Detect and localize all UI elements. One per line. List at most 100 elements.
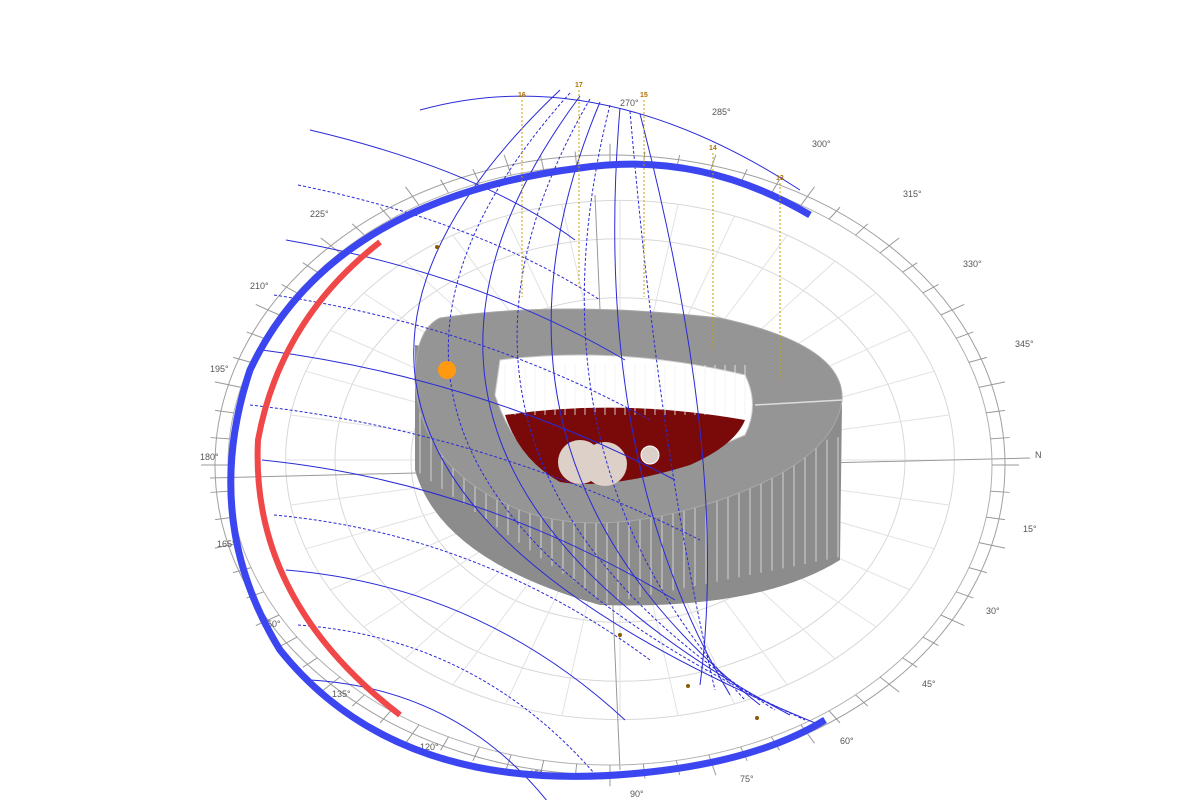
compass-label: 285° [712, 107, 731, 117]
compass-tick [990, 490, 1010, 493]
compass-tick [828, 710, 841, 724]
hour-line [261, 459, 676, 601]
compass-label: 210° [250, 281, 269, 291]
compass-label: 300° [812, 139, 831, 149]
building-model [414, 308, 843, 606]
compass-tick [968, 567, 987, 574]
hour-markers: 16 17 15 14 13 [435, 82, 784, 720]
compass-tick [351, 694, 365, 707]
compass-tick [210, 437, 230, 440]
hour-line [309, 129, 576, 241]
compass-label: 270° [620, 98, 639, 108]
compass-tick [828, 206, 841, 220]
compass-label: 75° [740, 774, 754, 784]
compass-tick [574, 151, 578, 167]
summer-solstice-arc [227, 160, 827, 780]
compass-tick [246, 331, 264, 339]
compass-label: 45° [922, 679, 936, 689]
sun-path-line [639, 113, 708, 686]
compass-tick [956, 591, 974, 599]
compass-tick [978, 381, 1006, 388]
compass-label: 330° [963, 259, 982, 269]
hour-label: 14 [709, 145, 717, 152]
compass-tick [940, 614, 965, 627]
hour-label: 17 [575, 82, 583, 89]
compass-tick [922, 636, 939, 647]
hour-label: 16 [518, 92, 526, 99]
compass-tick [940, 303, 965, 316]
sun-path-line [482, 95, 791, 716]
sun-position-icon [438, 361, 456, 379]
compass-tick [879, 237, 900, 254]
compass-tick [215, 409, 234, 414]
hour-line [273, 514, 651, 661]
compass-tick [351, 223, 365, 236]
hour-marker [435, 245, 439, 249]
hour-line [285, 569, 626, 721]
compass-label: 15° [1023, 524, 1037, 534]
sun-path-line [413, 89, 821, 726]
compass-tick [771, 179, 780, 194]
compass-label: 225° [310, 209, 329, 219]
compass-tick [405, 186, 420, 206]
compass-tick [302, 262, 318, 273]
compass-label: N [1035, 450, 1042, 460]
hour-label: 15 [640, 92, 648, 99]
hour-line [309, 679, 547, 800]
hour-marker [686, 684, 690, 688]
sun-path-line [629, 110, 716, 691]
compass-tick [986, 516, 1005, 521]
compass-tick [405, 724, 420, 744]
compass-tick [922, 283, 939, 294]
compass-tick [379, 206, 392, 220]
compass-label: 345° [1015, 339, 1034, 349]
compass-label: 165° [217, 539, 236, 549]
hour-line [249, 404, 701, 541]
sun-path-line [447, 92, 806, 721]
compass-tick [440, 736, 449, 751]
hour-label: 13 [776, 175, 784, 182]
compass-tick [255, 614, 280, 627]
compass-tick [539, 154, 545, 170]
compass-label: 135° [332, 689, 351, 699]
compass-label: 90° [630, 789, 644, 799]
compass-tick [800, 724, 815, 744]
hour-line [261, 349, 676, 481]
compass-tick [255, 303, 280, 316]
winter-solstice-arc [254, 239, 402, 718]
compass-tick [956, 331, 974, 339]
sun-path-line [516, 98, 776, 711]
hour-marker [618, 633, 622, 637]
sun-path-line [419, 95, 801, 191]
compass-tick [320, 237, 341, 254]
compass-label: 60° [840, 736, 854, 746]
compass-tick [472, 746, 480, 762]
compass-tick [233, 356, 252, 363]
compass-tick [440, 179, 449, 194]
compass-tick [302, 657, 318, 668]
compass-label: 150° [262, 619, 281, 629]
sun-path-line [550, 101, 761, 706]
hour-marker [755, 716, 759, 720]
compass-tick [320, 676, 341, 693]
compass-tick [879, 676, 900, 693]
compass-tick [800, 186, 815, 206]
compass-label: 30° [986, 606, 1000, 616]
compass-tick [379, 710, 392, 724]
compass-tick [214, 381, 242, 388]
hour-line [273, 294, 651, 421]
compass-tick [990, 437, 1010, 440]
hour-line [297, 624, 601, 781]
hour-line [297, 184, 601, 301]
compass-tick [281, 283, 298, 294]
hour-line [285, 239, 626, 361]
sun-path-line [614, 107, 731, 696]
sun-path-grid [249, 89, 821, 800]
compass-tick [281, 636, 298, 647]
compass-label: 315° [903, 189, 922, 199]
compass-tick [503, 154, 512, 176]
compass-label: 195° [210, 364, 229, 374]
compass-tick [902, 657, 918, 668]
compass-tick [210, 490, 230, 493]
